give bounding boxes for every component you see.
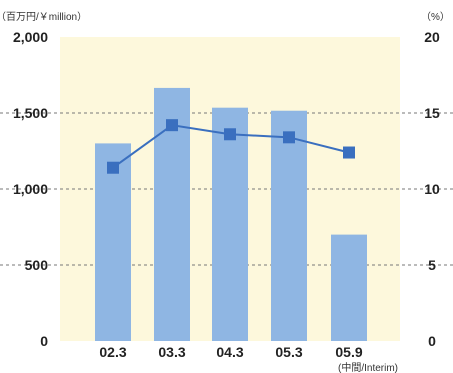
bar [331,234,367,341]
x-tick-label: 03.3 [158,344,185,360]
line-marker [283,131,295,144]
x-tick-label: 05.9 [335,344,362,360]
right-tick-label: 5 [428,257,436,273]
x-axis-note: (中間/Interim) [338,361,398,373]
right-axis-unit: （%） [421,11,450,23]
line-marker [107,161,119,174]
right-tick-label: 20 [424,29,440,45]
right-tick-label: 0 [428,333,436,349]
x-tick-label: 02.3 [99,344,126,360]
line-marker [224,128,236,141]
bar [271,110,307,341]
line-series [107,119,355,174]
left-axis: 0 500 1,000 1,500 2,000 [13,29,48,349]
left-tick-label: 1,000 [13,181,48,197]
left-axis-unit: （百万円/￥million） [0,11,87,23]
bar [212,107,248,342]
right-axis: 0 5 10 15 20 [424,29,440,349]
left-tick-label: 500 [25,257,49,273]
x-axis: 02.3 03.3 04.3 05.3 05.9 [99,344,362,360]
left-tick-label: 1,500 [13,105,48,121]
left-tick-label: 0 [40,333,48,349]
bar [95,143,131,341]
left-tick-label: 2,000 [13,29,48,45]
line-marker [166,119,178,132]
line-marker [343,146,355,159]
right-tick-label: 10 [424,181,440,197]
x-tick-label: 05.3 [275,344,302,360]
bar-series [95,87,367,342]
right-tick-label: 15 [424,105,440,121]
x-tick-label: 04.3 [216,344,243,360]
